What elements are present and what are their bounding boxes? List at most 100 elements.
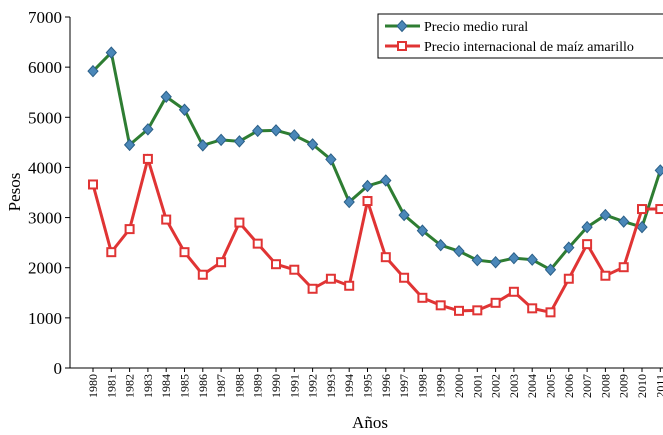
- y-tick-label: 4000: [28, 158, 62, 177]
- data-point: [399, 272, 410, 283]
- data-point: [233, 135, 246, 148]
- data-point: [106, 247, 117, 258]
- legend-label: Precio medio rural: [424, 20, 528, 35]
- series-line: [91, 49, 662, 272]
- data-point: [142, 123, 154, 136]
- x-tick-label: 1993: [324, 374, 338, 398]
- x-tick-label: 1991: [287, 374, 301, 398]
- y-tick-label: 3000: [28, 209, 62, 228]
- x-tick-label: 1981: [104, 374, 118, 398]
- data-point: [545, 307, 556, 318]
- data-point: [215, 133, 227, 147]
- data-point: [618, 262, 629, 273]
- x-tick-label: 2000: [452, 374, 466, 398]
- data-point: [526, 253, 538, 266]
- data-point: [179, 247, 190, 258]
- x-tick-label: 1998: [415, 374, 429, 398]
- x-tick-label: 2010: [635, 374, 649, 398]
- data-point: [416, 224, 429, 237]
- x-tick-label: 2001: [470, 374, 484, 398]
- data-point: [527, 303, 538, 314]
- data-point: [216, 257, 227, 268]
- data-point: [197, 269, 208, 280]
- data-point: [618, 215, 630, 228]
- data-point: [325, 153, 337, 166]
- data-point: [454, 305, 464, 316]
- x-tick-label: 1999: [434, 374, 448, 398]
- x-axis-title: Años: [352, 413, 388, 432]
- y-tick-label: 2000: [28, 259, 62, 278]
- data-point: [124, 224, 135, 235]
- data-point: [306, 138, 319, 151]
- x-tick-label: 1982: [123, 374, 137, 398]
- x-tick-label: 1997: [397, 374, 411, 398]
- data-point: [471, 253, 483, 267]
- x-tick-label: 2011: [653, 374, 663, 398]
- y-tick-label: 6000: [28, 58, 62, 77]
- data-point: [435, 300, 446, 311]
- data-point: [544, 263, 557, 276]
- data-point: [563, 273, 574, 284]
- data-point: [563, 241, 575, 254]
- data-point: [489, 255, 502, 269]
- data-point: [178, 103, 191, 117]
- data-point: [654, 164, 663, 177]
- data-point: [636, 220, 648, 234]
- data-point: [123, 138, 136, 152]
- data-point: [307, 283, 318, 294]
- data-point: [160, 90, 172, 103]
- x-tick-label: 2007: [580, 374, 594, 398]
- data-point: [252, 124, 264, 138]
- data-point: [105, 46, 117, 59]
- x-tick-label: 1990: [269, 374, 283, 398]
- data-point: [88, 179, 98, 190]
- y-tick-label: 5000: [28, 108, 62, 127]
- x-tick-label: 1987: [214, 374, 228, 398]
- data-point: [380, 252, 391, 263]
- data-point: [344, 280, 355, 291]
- y-tick-label: 0: [54, 359, 63, 378]
- legend-marker: [397, 41, 407, 51]
- data-point: [581, 220, 593, 234]
- data-point: [398, 208, 410, 222]
- data-point: [490, 297, 501, 308]
- data-point: [453, 244, 465, 258]
- y-axis-title: Pesos: [5, 173, 24, 212]
- data-point: [361, 179, 374, 193]
- data-point: [582, 239, 593, 250]
- data-point: [417, 292, 428, 303]
- legend-marker: [396, 19, 408, 33]
- x-tick-label: 1986: [196, 374, 210, 398]
- x-tick-label: 1996: [379, 374, 393, 398]
- data-point: [343, 195, 355, 209]
- x-tick-label: 2006: [562, 374, 576, 398]
- data-point: [637, 204, 647, 215]
- data-point: [508, 286, 519, 297]
- data-point: [142, 153, 153, 164]
- data-point: [655, 204, 663, 215]
- data-point: [435, 238, 447, 252]
- x-tick-label: 2004: [525, 374, 539, 398]
- y-tick-label: 1000: [28, 309, 62, 328]
- data-point: [252, 238, 263, 249]
- data-point: [599, 208, 612, 222]
- data-point: [508, 251, 520, 265]
- x-tick-label: 1992: [306, 374, 320, 398]
- data-point: [87, 64, 99, 78]
- data-point: [271, 259, 281, 270]
- x-tick-label: 2009: [617, 374, 631, 398]
- x-tick-label: 2005: [544, 374, 558, 398]
- data-point: [325, 273, 336, 284]
- data-point: [472, 305, 483, 316]
- data-point: [600, 270, 611, 281]
- x-tick-label: 1983: [141, 374, 155, 398]
- x-tick-label: 1994: [342, 374, 356, 398]
- x-tick-label: 1995: [361, 374, 375, 398]
- data-point: [288, 129, 300, 142]
- y-tick-label: 7000: [28, 8, 62, 27]
- legend-box: [377, 13, 663, 59]
- data-point: [380, 174, 392, 187]
- data-point: [362, 196, 373, 207]
- x-tick-label: 1984: [159, 374, 173, 398]
